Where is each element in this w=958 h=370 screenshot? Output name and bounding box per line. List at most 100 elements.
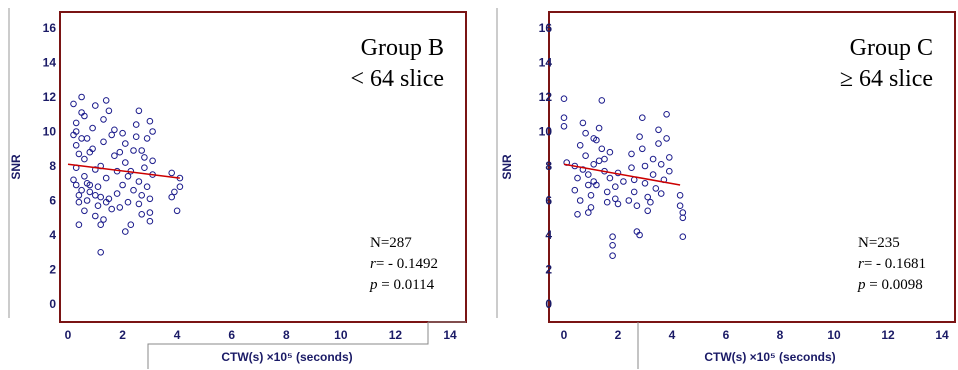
data-point (97, 221, 104, 228)
data-point (585, 181, 592, 189)
data-point (666, 154, 673, 161)
data-point (102, 97, 110, 104)
data-point (75, 198, 83, 206)
data-point (644, 207, 652, 215)
x-tick-label: 14 (443, 328, 457, 342)
data-point (135, 200, 143, 208)
data-point (97, 193, 104, 201)
data-point (141, 164, 148, 171)
data-point (138, 147, 145, 154)
data-point (72, 119, 80, 127)
data-point (679, 233, 687, 240)
data-point (663, 135, 670, 142)
data-point (141, 154, 148, 161)
data-point (560, 114, 568, 121)
y-axis-label: SNR (9, 154, 23, 180)
data-point (132, 121, 140, 128)
data-point (78, 93, 85, 101)
data-point (579, 166, 587, 173)
regression-line (563, 163, 681, 186)
data-point (94, 183, 102, 190)
data-point (116, 148, 124, 156)
data-point (146, 217, 154, 225)
data-point (630, 188, 638, 196)
data-point (609, 252, 616, 259)
y-tick-label: 8 (545, 159, 552, 173)
y-tick-label: 14 (43, 56, 57, 70)
data-point (108, 131, 115, 139)
data-point (582, 152, 589, 159)
data-point (143, 135, 151, 142)
data-point (574, 211, 581, 218)
data-point (560, 95, 568, 102)
xlabel-box (147, 322, 429, 369)
stat-r: r= - 0.1681 (858, 256, 926, 272)
data-point (663, 111, 670, 118)
data-point (593, 181, 600, 189)
y-tick-label: 4 (545, 228, 552, 242)
data-point (649, 155, 657, 163)
stat-n: N=287 (370, 235, 412, 251)
data-point (579, 119, 587, 127)
data-point (641, 180, 649, 187)
data-point (614, 200, 622, 208)
data-point (81, 155, 88, 163)
data-point (176, 183, 184, 190)
data-point (655, 126, 662, 134)
data-point (105, 107, 113, 115)
data-point (72, 142, 80, 149)
data-point (102, 198, 110, 206)
data-point (81, 173, 88, 180)
data-point (574, 174, 581, 182)
data-point (116, 204, 124, 211)
stat-r: r= - 0.1492 (370, 256, 438, 272)
x-tick-label: 2 (119, 328, 126, 342)
x-tick-label: 4 (174, 328, 181, 342)
y-tick-label: 14 (539, 56, 553, 70)
data-point (146, 195, 154, 203)
data-point (89, 124, 96, 132)
x-tick-label: 0 (561, 328, 568, 342)
data-point (628, 164, 635, 171)
data-point (143, 183, 151, 190)
y-tick-label: 10 (43, 125, 57, 139)
data-point (571, 186, 579, 194)
data-point (100, 138, 107, 146)
y-tick-label: 0 (49, 297, 56, 311)
data-point (124, 173, 132, 180)
stat-p: p = 0.0098 (857, 277, 923, 293)
data-point (576, 142, 584, 149)
data-point (124, 198, 132, 206)
data-point (612, 183, 619, 190)
y-tick-label: 12 (539, 90, 553, 104)
data-point (647, 198, 654, 206)
data-point (92, 212, 99, 220)
data-point (146, 117, 154, 125)
data-point (168, 193, 175, 201)
y-tick-label: 6 (545, 194, 552, 208)
data-point (606, 174, 614, 182)
data-point (146, 209, 154, 216)
data-point (72, 128, 80, 135)
data-point (587, 192, 595, 199)
data-point (679, 209, 687, 216)
y-tick-label: 4 (49, 228, 56, 242)
data-point (83, 197, 91, 204)
data-point (100, 216, 107, 223)
data-point (135, 107, 143, 115)
data-point (92, 192, 99, 199)
data-point (113, 190, 121, 197)
y-tick-label: 16 (43, 21, 57, 35)
data-point (609, 233, 616, 240)
data-point (130, 186, 137, 194)
data-point (132, 133, 140, 140)
y-tick-label: 2 (545, 263, 552, 277)
data-point (598, 97, 606, 104)
x-tick-label: 12 (881, 328, 895, 342)
data-point (94, 202, 102, 209)
data-point (576, 197, 584, 204)
x-tick-label: 4 (669, 328, 676, 342)
data-point (612, 195, 619, 203)
chart-group-b: SNR Group B < 64 slice N=287 r= - 0.1492… (8, 8, 467, 369)
data-point (603, 198, 611, 206)
